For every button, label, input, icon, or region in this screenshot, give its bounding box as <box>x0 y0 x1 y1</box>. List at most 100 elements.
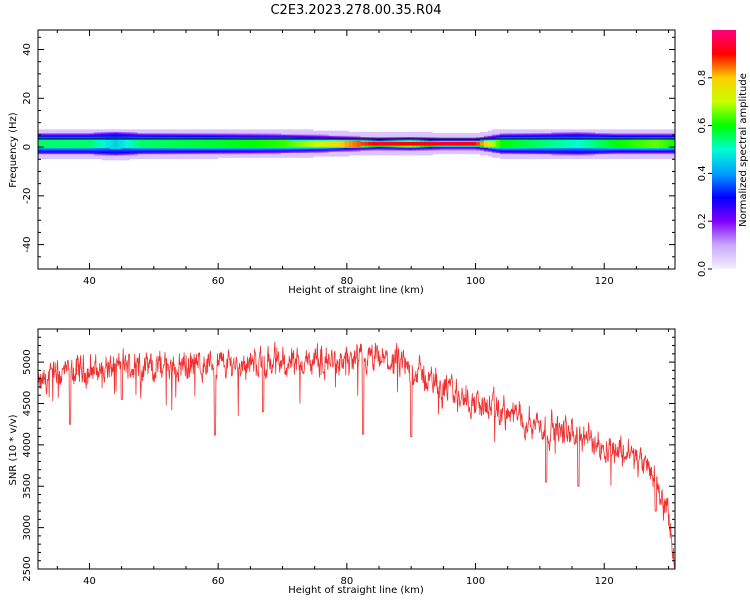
spectrogram-cell <box>635 142 640 145</box>
spectrogram-cell <box>85 157 91 160</box>
spectrogram-cell <box>499 154 505 157</box>
spectrogram-cell <box>97 148 103 151</box>
spectrogram-cell <box>304 152 310 155</box>
spectrogram-cell <box>157 154 163 157</box>
spectrogram-cell <box>340 131 346 134</box>
spectrogram-cell <box>121 134 127 136</box>
spectrogram-cell <box>619 150 624 152</box>
spectrogram-cell <box>663 152 668 155</box>
spectrogram-cell <box>312 152 318 155</box>
spectrogram-cell <box>249 147 254 150</box>
spectrogram-cell <box>619 157 624 160</box>
spectrogram-cell <box>161 134 166 136</box>
spectrogram-cell <box>324 154 330 157</box>
spectrogram-cell <box>77 145 83 147</box>
spectrogram-cell <box>551 129 557 131</box>
spectrogram-cell <box>173 139 178 141</box>
spectrogram-cell <box>77 130 83 133</box>
spectrogram-cell <box>659 156 664 158</box>
spectrogram-cell <box>225 134 230 136</box>
spectrogram-cell <box>571 142 577 145</box>
spectrogram-cell <box>109 140 115 142</box>
spectrogram-cell <box>456 146 461 149</box>
spectrogram-cell <box>388 133 393 135</box>
spectrogram-cell <box>412 148 417 151</box>
spectrogram-cell <box>260 135 266 138</box>
spectrogram-cell <box>467 144 473 146</box>
spectrogram-cell <box>511 136 517 139</box>
spectrogram-cell <box>627 154 632 157</box>
spectrogram-cell <box>260 136 266 139</box>
spectrogram-cell <box>483 146 489 149</box>
spectrogram-cell <box>511 142 517 145</box>
spectrogram-cell <box>527 130 533 133</box>
spectrogram-cell <box>272 140 278 142</box>
spectrogram-cell <box>424 134 429 136</box>
spectrogram-cell <box>296 154 302 157</box>
spectrogram-cell <box>229 136 234 139</box>
spectrogram-cell <box>595 131 600 134</box>
spectrogram-cell <box>475 152 481 155</box>
spectrogram-cell <box>137 146 143 149</box>
spectrogram-cell <box>539 146 545 149</box>
spectrogram-cell <box>360 151 366 153</box>
spectrogram-cell <box>436 144 441 146</box>
spectrogram-cell <box>129 154 135 157</box>
spectrogram-cell <box>440 142 445 145</box>
spectrogram-cell <box>479 151 485 153</box>
spectrogram-cell <box>121 152 127 155</box>
spectrogram-cell <box>639 148 644 151</box>
spectrogram-cell <box>627 145 632 147</box>
spectrogram-cell <box>280 130 286 133</box>
spectrogram-cell <box>631 146 636 149</box>
spectrogram-cell <box>77 156 83 158</box>
spectrogram-cell <box>145 151 151 153</box>
spectrogram-cell <box>372 153 378 156</box>
spectrogram-cell <box>575 134 581 136</box>
spectrogram-cell <box>631 147 636 150</box>
spectrogram-cell <box>225 151 230 153</box>
spectrogram-cell <box>547 157 553 160</box>
spectrogram-cell <box>300 133 306 135</box>
spectrogram-cell <box>360 135 366 138</box>
spectrogram-cell <box>460 133 465 135</box>
spectrogram-cell <box>141 150 147 152</box>
spectrogram-x-ticks: 40 60 80 100 120 <box>56 30 670 287</box>
spectrogram-cell <box>396 133 401 135</box>
spectrogram-cell <box>527 157 533 160</box>
spectrogram-cell <box>125 150 131 152</box>
spectrogram-cell <box>157 145 163 147</box>
spectrogram-cell <box>456 151 461 153</box>
spectrogram-cell <box>563 142 569 145</box>
spectrogram-cell <box>229 152 234 155</box>
spectrogram-cell <box>256 136 262 139</box>
spectrogram-cell <box>125 130 131 133</box>
spectrogram-cell <box>364 141 370 144</box>
spectrogram-cell <box>340 146 346 149</box>
spectrogram-cell <box>77 140 83 142</box>
spectrogram-cell <box>579 139 585 141</box>
spectrogram-cell <box>368 134 374 136</box>
spectrogram-cell <box>615 134 620 136</box>
spectrogram-cell <box>173 156 178 158</box>
spectrogram-cell <box>388 144 393 146</box>
spectrogram-cell <box>368 139 374 141</box>
spectrogram-cell <box>69 147 75 150</box>
spectrogram-cell <box>280 129 286 131</box>
spectrogram-cell <box>607 131 612 134</box>
spectrogram-cell <box>424 142 429 145</box>
spectrogram-cell <box>380 151 385 153</box>
spectrogram-cell <box>161 153 166 156</box>
spectrogram-cell <box>647 152 652 155</box>
snr-y-label: SNR (10 * v/v) <box>8 414 19 485</box>
spectrogram-cell <box>531 146 537 149</box>
spectrogram-cell <box>392 152 397 155</box>
spectrogram-cell <box>264 141 270 144</box>
spectrogram-cell <box>539 150 545 152</box>
spectrogram-cell <box>444 133 449 135</box>
spectrogram-cell <box>189 139 194 141</box>
spectrogram-cell <box>93 141 99 144</box>
spectrogram-cell <box>487 151 493 153</box>
spectrogram-cell <box>81 156 87 158</box>
spectrogram-cell <box>416 131 421 134</box>
